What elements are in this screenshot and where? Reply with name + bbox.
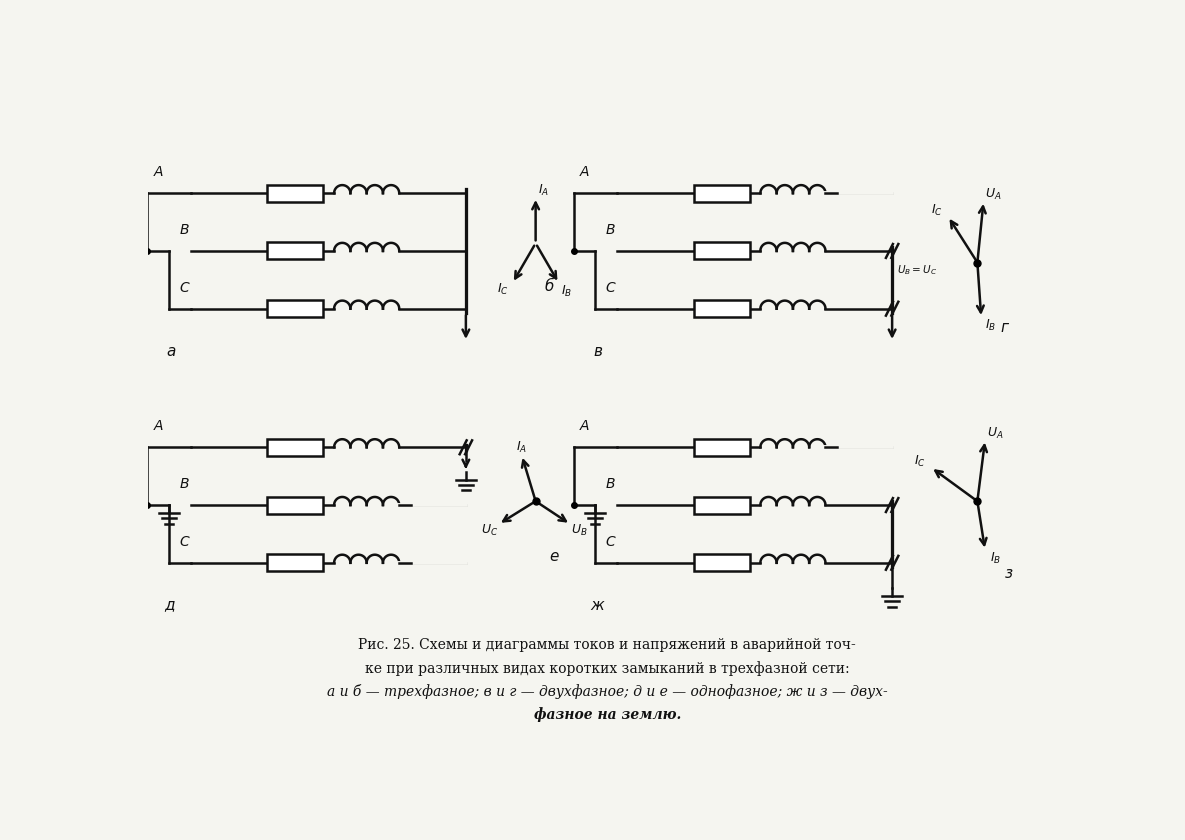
Bar xyxy=(693,243,750,260)
Text: C: C xyxy=(179,281,190,295)
Text: фазное на землю.: фазное на землю. xyxy=(533,707,681,722)
Bar xyxy=(693,554,750,571)
Text: A: A xyxy=(579,419,589,433)
Text: б: б xyxy=(545,279,555,294)
Bar xyxy=(268,554,324,571)
Text: $I_C$: $I_C$ xyxy=(498,282,508,297)
Text: $U_C$: $U_C$ xyxy=(480,523,498,538)
Text: $U_B$: $U_B$ xyxy=(571,523,588,538)
Text: A: A xyxy=(153,165,164,179)
Text: д: д xyxy=(164,597,174,612)
Text: $I_B$: $I_B$ xyxy=(989,551,1001,565)
Text: $I_B$: $I_B$ xyxy=(561,283,572,298)
Text: C: C xyxy=(606,281,615,295)
Text: е: е xyxy=(550,549,559,564)
Text: ке при различных видах коротких замыканий в трехфазной сети:: ке при различных видах коротких замыкани… xyxy=(365,661,850,676)
Text: C: C xyxy=(179,535,190,549)
Text: $I_A$: $I_A$ xyxy=(538,183,549,198)
Text: з: з xyxy=(1005,566,1013,581)
Bar xyxy=(268,300,324,318)
Text: Рис. 25. Схемы и диаграммы токов и напряжений в аварийной точ-: Рис. 25. Схемы и диаграммы токов и напря… xyxy=(358,638,857,652)
Text: а: а xyxy=(167,344,177,359)
Text: A: A xyxy=(579,165,589,179)
Bar xyxy=(268,185,324,202)
Text: B: B xyxy=(606,477,615,491)
Bar xyxy=(693,185,750,202)
Text: B: B xyxy=(179,477,188,491)
Text: $U_B{=}U_C$: $U_B{=}U_C$ xyxy=(897,263,937,277)
Text: B: B xyxy=(179,223,188,237)
Text: г: г xyxy=(1000,320,1008,335)
Bar xyxy=(268,496,324,513)
Bar xyxy=(693,496,750,513)
Bar xyxy=(268,438,324,456)
Text: а и б — трехфазное; в и г — двухфазное; д и е — однофазное; ж и з — двух-: а и б — трехфазное; в и г — двухфазное; … xyxy=(327,685,888,700)
Bar xyxy=(693,438,750,456)
Bar xyxy=(268,243,324,260)
Text: A: A xyxy=(153,419,164,433)
Text: C: C xyxy=(606,535,615,549)
Text: B: B xyxy=(606,223,615,237)
Text: $U_A$: $U_A$ xyxy=(987,426,1004,441)
Text: $I_B$: $I_B$ xyxy=(985,318,997,333)
Text: $I_C$: $I_C$ xyxy=(931,202,943,218)
Text: в: в xyxy=(594,344,602,359)
Text: ж: ж xyxy=(591,597,604,612)
Bar xyxy=(693,300,750,318)
Text: $I_A$: $I_A$ xyxy=(517,440,527,454)
Text: $U_A$: $U_A$ xyxy=(986,187,1003,202)
Text: $I_C$: $I_C$ xyxy=(914,454,925,469)
